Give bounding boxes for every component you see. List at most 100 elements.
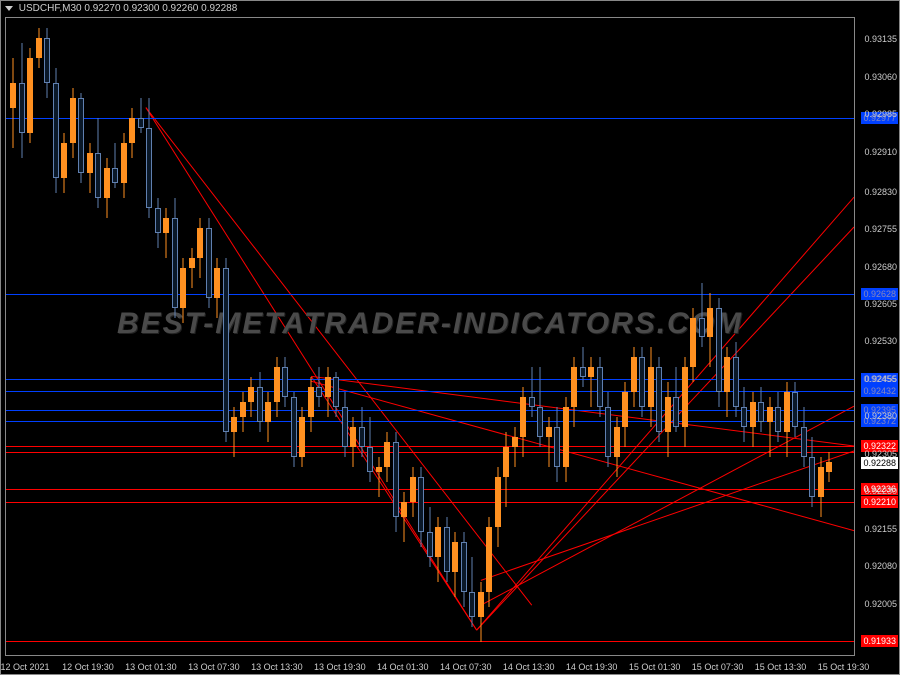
candle	[580, 347, 586, 387]
y-tick-label: 0.92530	[864, 336, 897, 346]
candle	[469, 557, 475, 627]
candle	[401, 492, 407, 542]
red-h-line	[6, 446, 854, 447]
y-tick-label: 0.92230	[864, 486, 897, 496]
chart-header: USDCHF,M30 0.92270 0.92300 0.92260 0.922…	[5, 3, 237, 14]
symbol-label: USDCHF,M30	[19, 3, 82, 14]
blue-h-line	[6, 294, 854, 295]
candle	[129, 108, 135, 158]
candle	[707, 293, 713, 368]
candle	[274, 357, 280, 417]
candle	[512, 427, 518, 467]
y-tick-label: 0.92910	[864, 147, 897, 157]
candle	[597, 357, 603, 417]
y-tick-label: 0.92080	[864, 561, 897, 571]
candle	[682, 357, 688, 447]
candle	[146, 98, 152, 218]
y-tick-label: 0.92755	[864, 224, 897, 234]
candle	[741, 387, 747, 442]
candle	[19, 43, 25, 158]
candle	[724, 347, 730, 417]
red-h-line	[6, 489, 854, 490]
candle	[478, 582, 484, 642]
y-tick-label: 0.93135	[864, 34, 897, 44]
candle	[95, 118, 101, 208]
candle	[699, 283, 705, 348]
red-h-line	[6, 641, 854, 642]
y-tick-label: 0.92005	[864, 599, 897, 609]
candle	[690, 308, 696, 383]
x-tick-label: 13 Oct 13:30	[251, 662, 303, 672]
candle	[299, 407, 305, 467]
candle	[648, 347, 654, 427]
y-tick-label: 0.92455	[864, 374, 897, 384]
candle	[367, 417, 373, 482]
y-tick-label: 0.92155	[864, 524, 897, 534]
y-tick-label: 0.92830	[864, 187, 897, 197]
candle	[155, 198, 161, 248]
y-tick-label: 0.92680	[864, 262, 897, 272]
candle	[588, 357, 594, 407]
candle	[571, 357, 577, 427]
x-tick-label: 13 Oct 19:30	[314, 662, 366, 672]
red-h-line	[6, 502, 854, 503]
x-tick-label: 15 Oct 13:30	[755, 662, 807, 672]
candle	[282, 357, 288, 407]
candle	[231, 407, 237, 457]
candle	[214, 258, 220, 318]
red-h-line	[6, 452, 854, 453]
candle	[503, 432, 509, 507]
candle	[53, 68, 59, 193]
y-tick-label: 0.92985	[864, 109, 897, 119]
candle	[537, 367, 543, 447]
y-tick-label: 0.92305	[864, 449, 897, 459]
candle	[265, 392, 271, 442]
candle	[70, 88, 76, 158]
blue-h-line	[6, 421, 854, 422]
candle	[826, 452, 832, 482]
candle	[427, 507, 433, 567]
candle	[435, 517, 441, 582]
candle	[784, 382, 790, 457]
candle	[78, 93, 84, 183]
candle	[656, 357, 662, 442]
chart-area[interactable]: BEST-METATRADER-INDICATORS.COM 0.929770.…	[5, 17, 855, 656]
ohlc-label: 0.92270 0.92300 0.92260 0.92288	[84, 3, 237, 14]
candle	[189, 248, 195, 288]
candle	[291, 392, 297, 467]
x-tick-label: 15 Oct 19:30	[818, 662, 870, 672]
candle	[87, 143, 93, 193]
x-tick-label: 12 Oct 19:30	[62, 662, 114, 672]
candle	[257, 372, 263, 432]
candle	[163, 208, 169, 258]
candle	[495, 467, 501, 547]
candle	[44, 28, 50, 98]
x-tick-label: 15 Oct 01:30	[629, 662, 681, 672]
candle	[206, 218, 212, 308]
candle	[631, 347, 637, 407]
candle	[316, 367, 322, 407]
x-tick-label: 13 Oct 07:30	[188, 662, 240, 672]
x-axis: 12 Oct 202112 Oct 19:3013 Oct 01:3013 Oc…	[5, 656, 855, 674]
candle	[112, 143, 118, 188]
x-tick-label: 14 Oct 13:30	[503, 662, 555, 672]
chart-container: USDCHF,M30 0.92270 0.92300 0.92260 0.922…	[0, 0, 900, 675]
candle	[758, 387, 764, 432]
candle	[733, 342, 739, 417]
candle	[308, 377, 314, 432]
candle	[36, 28, 42, 68]
candle	[767, 397, 773, 457]
x-tick-label: 14 Oct 07:30	[440, 662, 492, 672]
y-tick-label: 0.92605	[864, 299, 897, 309]
candle	[775, 392, 781, 442]
candle	[716, 298, 722, 408]
candle	[461, 532, 467, 607]
candle	[809, 437, 815, 507]
candle	[180, 258, 186, 323]
candle	[197, 218, 203, 278]
dropdown-icon[interactable]	[5, 6, 13, 11]
candle	[792, 382, 798, 437]
candle	[333, 372, 339, 417]
candle	[605, 392, 611, 467]
candle	[529, 367, 535, 417]
